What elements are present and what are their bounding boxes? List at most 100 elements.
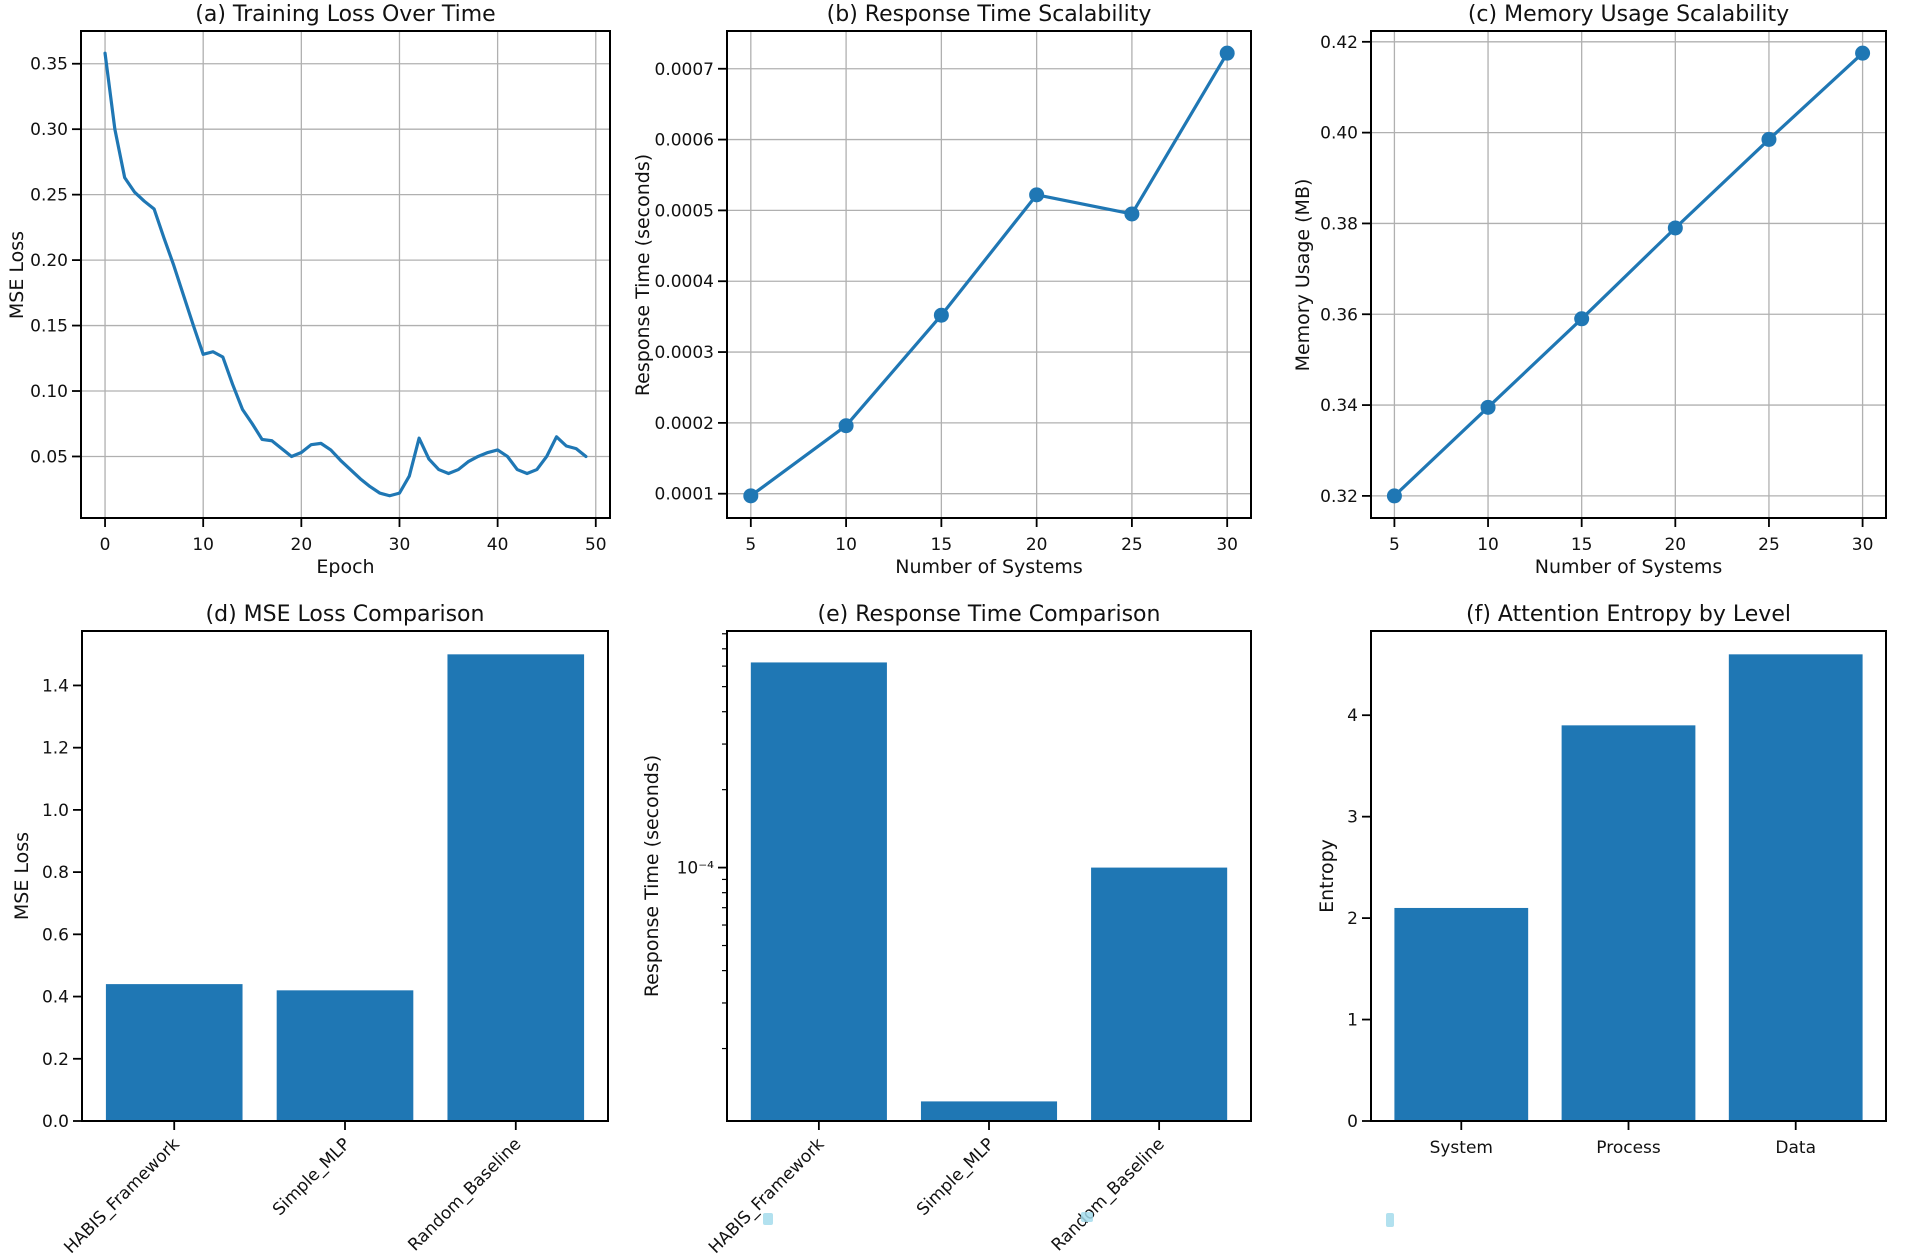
x-tick-label: 0 (100, 535, 111, 555)
category-label: Simple_MLP (269, 1134, 355, 1220)
y-tick-label: 0.42 (1320, 33, 1358, 53)
y-tick-label: 0.0007 (655, 60, 714, 80)
y-tick-label: 0.0006 (655, 131, 714, 151)
x-tick-label: 50 (585, 535, 607, 555)
x-tick-label: 5 (745, 535, 756, 555)
x-tick-label: 40 (487, 535, 509, 555)
x-tick-label: 30 (1852, 535, 1874, 555)
y-tick-label: 0.0003 (655, 343, 714, 363)
x-tick-label: 15 (1571, 535, 1593, 555)
data-point (1029, 187, 1045, 203)
y-tick-label: 0.0002 (655, 414, 714, 434)
x-tick-label: Data (1775, 1138, 1816, 1158)
bar-HABIS_Framework (105, 984, 243, 1121)
x-tick-label: 20 (291, 535, 313, 555)
y-tick-label: 0.20 (30, 251, 68, 271)
x-tick-label: 30 (1216, 535, 1238, 555)
y-tick-label: 0.38 (1320, 214, 1358, 234)
y-tick-label: 0 (1347, 1112, 1358, 1132)
y-tick-label: 0.0004 (655, 272, 714, 292)
x-tick-label: 10 (835, 535, 857, 555)
chart-a-xlabel: Epoch (316, 556, 375, 578)
chart-f-ylabel: Entropy (1316, 839, 1338, 913)
chart-b-xlabel: Number of Systems (895, 556, 1083, 578)
chart-e-title: (e) Response Time Comparison (817, 602, 1161, 627)
data-point (1761, 131, 1777, 147)
y-tick-label: 0.35 (30, 55, 68, 75)
x-tick-label: 5 (1389, 535, 1400, 555)
category-label: Random_Baseline (404, 1134, 525, 1255)
chart-a-ylabel: MSE Loss (6, 230, 28, 319)
x-tick-label: 10 (1477, 535, 1499, 555)
chart-e-ylabel: Response Time (seconds) (641, 754, 663, 998)
bar-System (1394, 907, 1529, 1121)
data-line-c (1392, 51, 1865, 498)
y-tick-label: 0.40 (1320, 124, 1358, 144)
y-tick-label: 1 (1347, 1011, 1358, 1031)
data-point (1124, 206, 1140, 222)
y-tick-label: 10⁻⁴ (677, 859, 715, 879)
x-tick-label: Process (1596, 1138, 1661, 1158)
y-tick-label: 0.4 (42, 988, 69, 1008)
data-point (1855, 45, 1871, 61)
chart-c-title: (c) Memory Usage Scalability (1467, 2, 1790, 27)
data-point (838, 418, 854, 434)
data-line-a (103, 51, 588, 498)
y-tick-label: 1.0 (42, 801, 69, 821)
y-tick-label: 2 (1347, 909, 1358, 929)
data-point (1480, 399, 1496, 415)
y-tick-label: 0.25 (30, 186, 68, 206)
category-label: Simple_MLP (913, 1134, 999, 1220)
y-tick-label: 0.2 (42, 1050, 69, 1070)
category-label: HABIS_Framework (60, 1134, 183, 1256)
bar-Data (1728, 654, 1863, 1121)
x-tick-label: System (1430, 1138, 1493, 1158)
chart-c-ylabel: Memory Usage (MB) (1292, 178, 1314, 371)
chart-c-xlabel: Number of Systems (1534, 556, 1723, 578)
y-tick-label: 4 (1347, 706, 1358, 726)
chart-a-title: (a) Training Loss Over Time (195, 2, 496, 27)
y-tick-label: 0.10 (30, 382, 68, 402)
data-point (1219, 45, 1235, 61)
category-label: Random_Baseline (1048, 1134, 1169, 1255)
y-tick-label: 1.2 (42, 739, 69, 759)
data-point (933, 307, 949, 323)
data-point (743, 488, 759, 504)
y-tick-label: 0.34 (1320, 396, 1358, 416)
chart-b-ylabel: Response Time (seconds) (632, 153, 654, 396)
bar-HABIS_Framework (750, 662, 887, 1121)
bar-Process (1561, 725, 1696, 1121)
x-tick-label: 15 (931, 535, 953, 555)
compression-artifact (1386, 1213, 1394, 1227)
compression-artifact (763, 1213, 773, 1225)
y-tick-label: 3 (1347, 808, 1358, 828)
category-label: HABIS_Framework (705, 1134, 828, 1256)
bar-Simple_MLP (920, 1101, 1058, 1121)
y-tick-label: 0.0 (42, 1112, 69, 1132)
y-tick-label: 1.4 (42, 676, 69, 696)
data-point (1667, 220, 1683, 236)
x-tick-label: 20 (1664, 535, 1686, 555)
x-tick-label: 25 (1758, 535, 1780, 555)
chart-b-title: (b) Response Time Scalability (826, 2, 1152, 27)
x-tick-label: 30 (389, 535, 411, 555)
x-tick-label: 25 (1121, 535, 1143, 555)
y-tick-label: 0.8 (42, 863, 69, 883)
y-tick-label: 0.30 (30, 120, 68, 140)
y-tick-label: 0.6 (42, 925, 69, 945)
chart-d-title: (d) MSE Loss Comparison (205, 602, 485, 627)
y-tick-label: 0.0005 (655, 201, 714, 221)
data-point (1574, 311, 1590, 327)
chart-f-title: (f) Attention Entropy by Level (1466, 602, 1791, 627)
chart-d-ylabel: MSE Loss (11, 831, 33, 921)
data-point (1386, 488, 1402, 504)
bar-Random_Baseline (1091, 867, 1228, 1121)
y-tick-label: 0.0001 (655, 485, 714, 505)
compression-artifact (1081, 1212, 1093, 1222)
data-line-b (749, 51, 1229, 498)
x-tick-label: 10 (192, 535, 214, 555)
y-tick-label: 0.32 (1320, 487, 1358, 507)
y-tick-label: 0.05 (30, 447, 68, 467)
